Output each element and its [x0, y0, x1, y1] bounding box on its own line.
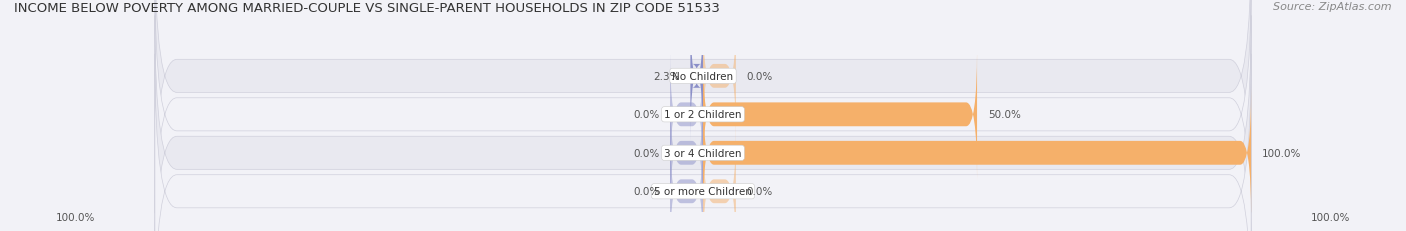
Text: 100.0%: 100.0% [1310, 213, 1350, 222]
Text: Source: ZipAtlas.com: Source: ZipAtlas.com [1274, 2, 1392, 12]
FancyBboxPatch shape [671, 50, 703, 179]
FancyBboxPatch shape [703, 12, 735, 141]
Text: 50.0%: 50.0% [988, 110, 1021, 120]
Text: 2.3%: 2.3% [652, 72, 679, 82]
FancyBboxPatch shape [703, 88, 1251, 218]
FancyBboxPatch shape [690, 12, 703, 141]
FancyBboxPatch shape [155, 0, 1251, 213]
FancyBboxPatch shape [155, 16, 1251, 231]
Text: No Children: No Children [672, 72, 734, 82]
FancyBboxPatch shape [703, 50, 977, 179]
Text: 0.0%: 0.0% [747, 72, 773, 82]
Text: 0.0%: 0.0% [633, 186, 659, 196]
FancyBboxPatch shape [671, 127, 703, 231]
Text: 100.0%: 100.0% [1263, 148, 1302, 158]
FancyBboxPatch shape [155, 55, 1251, 231]
Text: 0.0%: 0.0% [747, 186, 773, 196]
FancyBboxPatch shape [703, 127, 735, 231]
Text: 3 or 4 Children: 3 or 4 Children [664, 148, 742, 158]
Text: 5 or more Children: 5 or more Children [654, 186, 752, 196]
FancyBboxPatch shape [671, 88, 703, 218]
Text: 100.0%: 100.0% [56, 213, 96, 222]
Text: 1 or 2 Children: 1 or 2 Children [664, 110, 742, 120]
Text: 0.0%: 0.0% [633, 148, 659, 158]
Text: INCOME BELOW POVERTY AMONG MARRIED-COUPLE VS SINGLE-PARENT HOUSEHOLDS IN ZIP COD: INCOME BELOW POVERTY AMONG MARRIED-COUPL… [14, 2, 720, 15]
Text: 0.0%: 0.0% [633, 110, 659, 120]
FancyBboxPatch shape [155, 0, 1251, 231]
